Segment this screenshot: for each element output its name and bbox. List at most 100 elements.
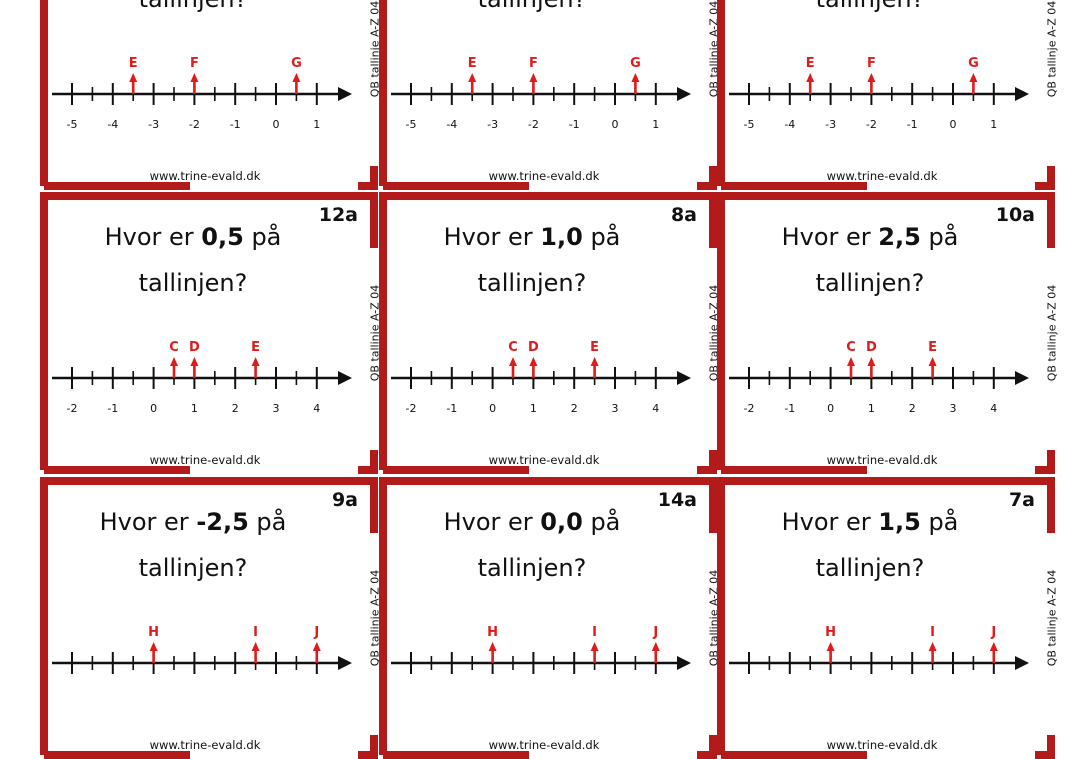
question-line-1: Hvor er 0,5 på xyxy=(70,214,316,260)
marker-arrowhead xyxy=(529,357,538,366)
marker-letter: E xyxy=(806,56,815,71)
website-text: www.trine-evald.dk xyxy=(826,738,938,752)
task-card: 7a Hvor er 1,5 på tallinjen? H I J QB tallinje… xyxy=(717,477,1059,759)
tick-label: -2 xyxy=(189,118,200,131)
tick-label: -1 xyxy=(907,118,918,131)
marker-arrowhead xyxy=(651,642,660,651)
marker-arrowhead xyxy=(590,642,599,651)
card-frame xyxy=(379,0,717,190)
marker-letter: I xyxy=(930,625,935,640)
question-line-2: tallinjen? xyxy=(747,0,993,22)
marker-letter: E xyxy=(468,56,477,71)
marker-arrowhead xyxy=(509,357,517,366)
marker-letter: E xyxy=(928,340,937,355)
axis-arrowhead xyxy=(677,656,691,670)
card-frame xyxy=(717,192,1055,474)
marker-arrowhead xyxy=(847,357,855,366)
marker-arrowhead xyxy=(989,642,998,651)
tick-label: 0 xyxy=(273,118,280,131)
tick-label: 1 xyxy=(530,402,537,415)
question-line-1: Hvor er -2,5 på xyxy=(70,499,316,545)
tick-label: 3 xyxy=(950,402,957,415)
axis-arrowhead xyxy=(338,371,352,385)
question-line-2: tallinjen? xyxy=(70,0,316,22)
tick-label: 1 xyxy=(868,402,875,415)
marker-letter: J xyxy=(990,625,996,640)
tick-label: 0 xyxy=(827,402,834,415)
website-text: www.trine-evald.dk xyxy=(826,169,938,183)
website-text: www.trine-evald.dk xyxy=(149,169,261,183)
task-card: 8a Hvor er 1,0 på tallinjen? -2 -1 0 1 2 3 4 C D E QB… xyxy=(379,192,721,474)
task-card: 14a Hvor er 0,0 på tallinjen? H I J QB tallinj… xyxy=(379,477,721,759)
question-prefix: Hvor er xyxy=(104,223,202,251)
question-number: 2,5 xyxy=(878,223,921,251)
marker-letter: G xyxy=(291,56,302,71)
tick-label: -2 xyxy=(406,402,417,415)
marker-letter: F xyxy=(529,56,538,71)
marker-arrowhead xyxy=(529,73,538,82)
side-label: QB tallinje A-Z 04 xyxy=(1041,477,1063,759)
tick-label: -1 xyxy=(230,118,241,131)
marker-arrowhead xyxy=(251,642,260,651)
marker-letter: I xyxy=(592,625,597,640)
tick-label: -1 xyxy=(446,402,457,415)
tick-label: 1 xyxy=(990,118,997,131)
tick-label: 2 xyxy=(909,402,916,415)
marker-arrowhead xyxy=(292,73,301,82)
question-line-1: Hvor er 0,0 på xyxy=(409,499,655,545)
card-code: 10a xyxy=(995,204,1035,226)
marker-letter: J xyxy=(652,625,658,640)
tick-label: 4 xyxy=(990,402,997,415)
card-frame xyxy=(40,192,378,474)
website-text: www.trine-evald.dk xyxy=(488,169,600,183)
tick-label: -3 xyxy=(825,118,836,131)
tick-label: -4 xyxy=(107,118,118,131)
marker-letter: H xyxy=(825,625,836,640)
marker-letter: H xyxy=(487,625,498,640)
axis-arrowhead xyxy=(338,656,352,670)
tick-label: 1 xyxy=(652,118,659,131)
tick-label: -4 xyxy=(446,118,457,131)
question-suffix: på xyxy=(248,508,287,536)
card-code: 14a xyxy=(657,489,697,511)
question-number: 0,0 xyxy=(540,508,583,536)
marker-letter: F xyxy=(867,56,876,71)
side-label-text: QB tallinje A-Z 04 xyxy=(1045,284,1059,382)
task-card: 9a Hvor er -2,5 på tallinjen? H I J QB tallinj… xyxy=(40,477,382,759)
question-line-2: tallinjen? xyxy=(138,554,248,582)
marker-letter: C xyxy=(846,340,856,355)
card-code: 7a xyxy=(1008,489,1035,511)
side-label: QB tallinje A-Z 04 xyxy=(1041,192,1063,474)
question-number: -2,5 xyxy=(196,508,249,536)
marker-arrowhead xyxy=(488,642,497,651)
marker-letter: E xyxy=(590,340,599,355)
number-line: H I J xyxy=(729,625,1029,674)
side-label-text: QB tallinje A-Z 04 xyxy=(1045,0,1059,98)
question-line-2: tallinjen? xyxy=(409,0,655,22)
tick-label: 0 xyxy=(612,118,619,131)
tick-label: -4 xyxy=(784,118,795,131)
axis-arrowhead xyxy=(1015,656,1029,670)
website-text: www.trine-evald.dk xyxy=(826,453,938,467)
marker-arrowhead xyxy=(251,357,260,366)
tick-label: 4 xyxy=(652,402,659,415)
card-code: 12a xyxy=(318,204,358,226)
card-code: 8a xyxy=(670,204,697,226)
tick-label: -2 xyxy=(528,118,539,131)
tick-label: -1 xyxy=(569,118,580,131)
number-line: -5 -4 -3 -2 -1 0 1 E F G xyxy=(52,56,352,131)
tick-label: 1 xyxy=(313,118,320,131)
website-text: www.trine-evald.dk xyxy=(488,453,600,467)
marker-arrowhead xyxy=(312,642,321,651)
website-text: www.trine-evald.dk xyxy=(149,453,261,467)
number-line: H I J xyxy=(391,625,691,674)
marker-arrowhead xyxy=(190,73,199,82)
marker-letter: I xyxy=(253,625,258,640)
tick-label: -1 xyxy=(784,402,795,415)
question-number: 0,5 xyxy=(201,223,244,251)
question-number: 1,5 xyxy=(878,508,921,536)
marker-arrowhead xyxy=(129,73,138,82)
